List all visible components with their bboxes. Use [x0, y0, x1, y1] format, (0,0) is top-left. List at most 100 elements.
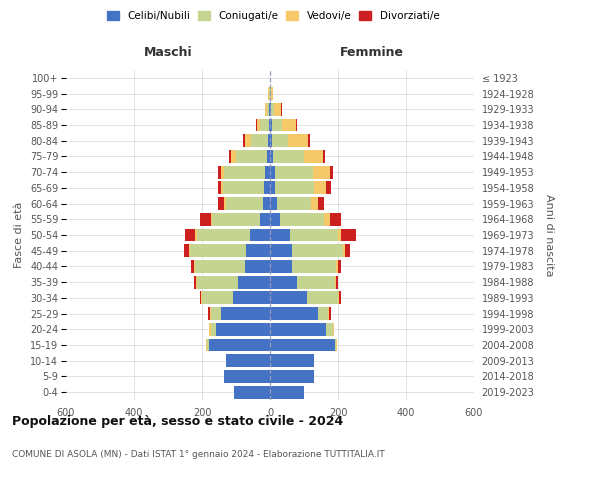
Bar [211, 307, 221, 320]
Bar [245, 260, 270, 273]
Bar [266, 150, 270, 163]
Bar [296, 118, 297, 132]
Bar [329, 213, 341, 226]
Bar [194, 260, 195, 273]
Bar [281, 103, 282, 116]
Bar [308, 134, 310, 147]
Bar [208, 307, 210, 320]
Bar [270, 386, 304, 398]
Bar [272, 134, 288, 147]
Bar [263, 197, 270, 210]
Bar [270, 166, 275, 178]
Bar [270, 323, 326, 336]
Bar [329, 166, 333, 178]
Bar [200, 292, 202, 304]
Bar [270, 244, 292, 257]
Bar [235, 386, 270, 398]
Bar [329, 307, 331, 320]
Bar [314, 182, 326, 194]
Bar [270, 150, 274, 163]
Bar [343, 244, 345, 257]
Bar [338, 228, 341, 241]
Bar [206, 338, 207, 351]
Bar [274, 150, 304, 163]
Bar [317, 307, 328, 320]
Bar [218, 182, 221, 194]
Bar [338, 260, 341, 273]
Bar [231, 150, 236, 163]
Bar [280, 213, 325, 226]
Y-axis label: Anni di nascita: Anni di nascita [544, 194, 554, 276]
Bar [250, 228, 270, 241]
Bar [268, 134, 270, 147]
Bar [292, 244, 343, 257]
Bar [229, 150, 231, 163]
Bar [246, 244, 270, 257]
Bar [211, 213, 212, 226]
Bar [221, 307, 270, 320]
Bar [275, 182, 314, 194]
Bar [269, 118, 270, 132]
Bar [270, 307, 317, 320]
Bar [264, 182, 270, 194]
Bar [260, 213, 270, 226]
Bar [245, 134, 251, 147]
Bar [326, 323, 333, 336]
Bar [211, 323, 215, 336]
Bar [338, 292, 339, 304]
Bar [290, 228, 338, 241]
Bar [304, 150, 323, 163]
Bar [236, 150, 266, 163]
Bar [270, 103, 271, 116]
Bar [207, 338, 209, 351]
Bar [195, 228, 197, 241]
Bar [317, 197, 325, 210]
Bar [271, 103, 274, 116]
Text: Maschi: Maschi [143, 46, 193, 59]
Bar [257, 118, 260, 132]
Bar [218, 197, 224, 210]
Bar [325, 213, 329, 226]
Y-axis label: Fasce di età: Fasce di età [14, 202, 25, 268]
Bar [323, 150, 325, 163]
Bar [270, 213, 280, 226]
Text: Popolazione per età, sesso e stato civile - 2024: Popolazione per età, sesso e stato civil… [12, 415, 343, 428]
Bar [212, 213, 260, 226]
Bar [193, 276, 196, 288]
Bar [256, 118, 257, 132]
Bar [270, 292, 307, 304]
Bar [270, 182, 275, 194]
Bar [270, 118, 272, 132]
Bar [243, 134, 245, 147]
Bar [326, 182, 331, 194]
Bar [282, 118, 296, 132]
Bar [292, 260, 337, 273]
Bar [307, 292, 338, 304]
Bar [270, 134, 272, 147]
Text: COMUNE DI ASOLA (MN) - Dati ISTAT 1° gennaio 2024 - Elaborazione TUTTITALIA.IT: COMUNE DI ASOLA (MN) - Dati ISTAT 1° gen… [12, 450, 385, 459]
Bar [266, 103, 269, 116]
Bar [226, 354, 270, 367]
Bar [270, 260, 292, 273]
Bar [341, 228, 356, 241]
Bar [328, 307, 329, 320]
Bar [265, 103, 266, 116]
Bar [190, 244, 246, 257]
Bar [224, 166, 265, 178]
Bar [189, 244, 190, 257]
Bar [191, 260, 194, 273]
Legend: Celibi/Nubili, Coniugati/e, Vedovi/e, Divorziati/e: Celibi/Nubili, Coniugati/e, Vedovi/e, Di… [104, 8, 442, 24]
Bar [335, 276, 338, 288]
Bar [333, 323, 334, 336]
Bar [195, 260, 245, 273]
Bar [221, 182, 223, 194]
Bar [269, 103, 270, 116]
Bar [274, 103, 281, 116]
Bar [270, 370, 314, 383]
Bar [288, 134, 308, 147]
Bar [345, 244, 350, 257]
Bar [260, 118, 269, 132]
Bar [271, 87, 273, 100]
Bar [233, 292, 270, 304]
Bar [270, 338, 335, 351]
